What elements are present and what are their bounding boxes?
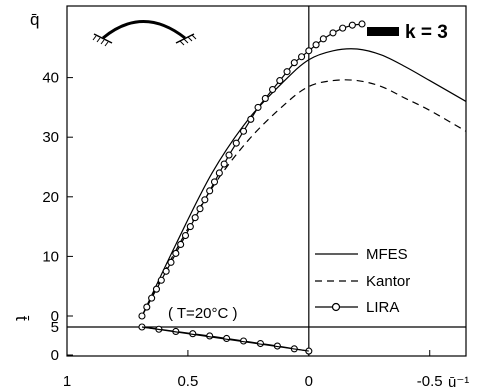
plot-border xyxy=(66,5,467,357)
x-tick-label: 0 xyxy=(305,373,313,390)
lira-point xyxy=(348,21,356,29)
lira-point xyxy=(232,139,240,147)
y-tick-label-upper: 10 xyxy=(42,248,59,265)
lira-point xyxy=(319,35,327,43)
y-tick-label-lower: 5 xyxy=(51,319,59,336)
y-tick-label-upper: 30 xyxy=(42,129,59,146)
lira-point xyxy=(254,103,262,111)
lira-point xyxy=(329,29,337,37)
series-layer xyxy=(138,20,467,355)
y-tick-label-upper: 40 xyxy=(42,70,59,87)
y-tick-label-upper: 20 xyxy=(42,189,59,206)
y-tick-label-upper: 0 xyxy=(51,308,59,325)
legend-label-kantor: Kantor xyxy=(366,273,410,290)
lira-point xyxy=(268,85,277,94)
x-tick-label: 1 xyxy=(63,373,71,390)
x-tick-label: -0.5 xyxy=(417,373,443,390)
lira-point xyxy=(312,41,320,49)
series-lira-upper-line xyxy=(141,23,363,317)
legend: MFES Kantor LIRA xyxy=(315,246,410,316)
lira-point xyxy=(283,68,291,76)
lira-point xyxy=(276,77,284,85)
lira-point xyxy=(339,24,347,32)
lira-point xyxy=(152,285,161,293)
k-label-bar xyxy=(367,27,399,36)
lira-point xyxy=(290,59,298,67)
series-kantor-upper-line xyxy=(141,79,467,317)
lira-point xyxy=(305,47,313,55)
lira-point xyxy=(210,178,219,186)
plot-frame xyxy=(66,5,467,357)
lira-point xyxy=(298,53,306,61)
series-mfes-upper-line xyxy=(141,48,467,317)
legend-swatch-lira-marker xyxy=(331,302,341,312)
x-axis-label: ū⁻¹ xyxy=(448,374,469,391)
y-tick-label-lower: 0 xyxy=(51,347,59,364)
legend-label-mfes: MFES xyxy=(366,246,408,263)
lira-point xyxy=(239,127,248,135)
lira-point xyxy=(215,169,223,177)
lira-point xyxy=(261,94,269,103)
legend-label-lira: LIRA xyxy=(366,299,399,316)
y-axis-label-upper: q̄ xyxy=(30,10,39,29)
series-lower-lower-line xyxy=(141,326,309,352)
lira-point xyxy=(157,276,165,284)
k-label-text: k = 3 xyxy=(405,22,448,43)
lira-point xyxy=(138,312,146,320)
lira-point xyxy=(162,267,170,275)
k-label: k = 3 xyxy=(367,22,448,43)
temperature-annotation: ( T=20°C ) xyxy=(168,305,238,322)
lira-point xyxy=(172,249,180,257)
lira-point xyxy=(191,214,199,222)
lira-point xyxy=(206,187,214,195)
lira-point xyxy=(186,223,194,231)
arch-schematic-icon xyxy=(92,20,197,47)
lira-point xyxy=(220,160,228,168)
lira-point xyxy=(247,115,255,123)
x-tick-label: 0.5 xyxy=(177,373,198,390)
lira-point xyxy=(167,258,175,266)
lira-point xyxy=(148,294,156,302)
lira-point xyxy=(196,205,204,213)
lira-point xyxy=(177,240,185,249)
lira-point xyxy=(201,196,209,204)
lira-point xyxy=(143,303,151,311)
lira-point xyxy=(225,151,233,159)
y-axis-label-lower: t̄ xyxy=(12,315,31,321)
lira-point xyxy=(358,20,366,28)
lira-point xyxy=(181,231,190,240)
